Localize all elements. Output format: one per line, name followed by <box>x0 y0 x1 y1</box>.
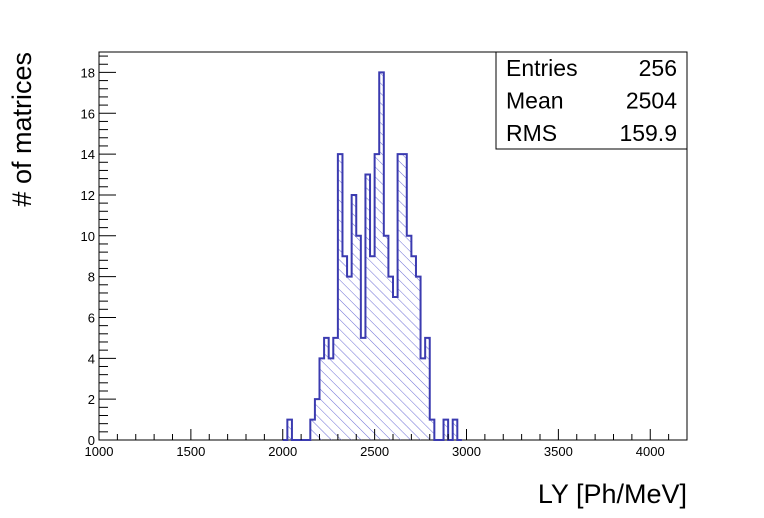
histogram-bar <box>356 235 361 440</box>
y-tick-label: 10 <box>81 229 95 244</box>
histogram-bar <box>452 419 458 440</box>
stats-value: 256 <box>639 55 677 81</box>
x-tick-label: 2500 <box>360 444 389 459</box>
histogram-bar <box>314 399 320 440</box>
y-tick-label: 0 <box>88 433 95 448</box>
histogram-bar <box>333 337 338 440</box>
y-tick-label: 14 <box>81 147 95 162</box>
histogram-bar <box>383 235 389 440</box>
x-tick-label: 2000 <box>268 444 297 459</box>
stats-value: 2504 <box>626 88 677 114</box>
histogram-bar <box>420 358 426 440</box>
histogram-bar <box>415 276 421 440</box>
x-tick-label: 1500 <box>176 444 205 459</box>
histogram-bar <box>411 256 416 440</box>
x-tick-label: 3000 <box>452 444 481 459</box>
histogram-bar <box>388 276 393 440</box>
x-tick-label: 4000 <box>636 444 665 459</box>
histogram-bar <box>328 358 334 440</box>
histogram-bar <box>287 419 292 440</box>
stats-label: Mean <box>506 88 564 114</box>
histogram-outline <box>282 71 462 441</box>
histogram-bar <box>443 419 449 440</box>
histogram-bar <box>324 337 329 440</box>
stats-label: Entries <box>506 55 578 81</box>
histogram-bar <box>337 154 343 440</box>
histogram-bar <box>406 235 412 440</box>
stats-box-frame <box>495 51 688 150</box>
x-tick-label: 3500 <box>544 444 573 459</box>
histogram-bar <box>347 276 352 440</box>
y-tick-label: 12 <box>81 188 95 203</box>
histogram-bars <box>282 71 462 441</box>
histogram-bar <box>397 154 403 440</box>
y-tick-label: 8 <box>88 270 95 285</box>
histogram-bar <box>370 256 375 440</box>
histogram-bar <box>429 419 435 440</box>
y-tick-label: 6 <box>88 310 95 325</box>
y-tick-label: 16 <box>81 106 95 121</box>
histogram-bar <box>342 256 348 440</box>
x-axis-title: LY [Ph/MeV] <box>538 479 687 509</box>
histogram-bar <box>365 174 371 441</box>
histogram-bar <box>425 337 430 440</box>
histogram-bar <box>402 154 407 440</box>
histogram-bar <box>360 337 366 440</box>
y-tick-label: 4 <box>88 351 95 366</box>
axes: 1000 1500 2000 2500 3000 3500 4000 0 2 4 6 8 10 12 14 1… <box>81 55 688 459</box>
histogram-bar <box>319 358 325 440</box>
histogram-bar <box>310 419 315 440</box>
x-tick-label: 1000 <box>85 444 114 459</box>
y-tick-label: 2 <box>88 392 95 407</box>
stats-box: Entries 256 Mean 2504 RMS 159.9 <box>495 51 688 150</box>
y-tick-label: 18 <box>81 65 95 80</box>
stats-value: 159.9 <box>619 120 677 146</box>
histogram-bar <box>379 72 384 440</box>
histogram-bar <box>393 297 398 440</box>
stats-label: RMS <box>506 120 557 146</box>
histogram-bar <box>374 154 380 440</box>
y-axis-title: # of matrices <box>7 52 37 207</box>
histogram-bar <box>351 194 357 440</box>
